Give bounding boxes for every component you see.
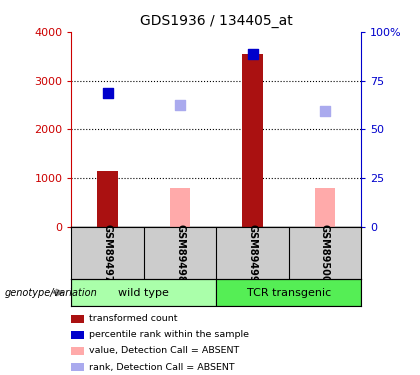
Text: GSM89499: GSM89499 [247,224,257,282]
Text: GSM89497: GSM89497 [102,224,113,282]
Text: value, Detection Call = ABSENT: value, Detection Call = ABSENT [89,346,239,355]
Bar [170,188,190,227]
Point [104,90,111,96]
Title: GDS1936 / 134405_at: GDS1936 / 134405_at [140,14,293,28]
Bar [242,54,262,227]
Text: genotype/variation: genotype/variation [4,288,97,297]
Point [322,108,328,114]
Text: GSM89500: GSM89500 [320,224,330,282]
Bar [216,279,361,306]
Text: GSM89498: GSM89498 [175,224,185,282]
Bar [97,171,118,227]
Text: TCR transgenic: TCR transgenic [247,288,331,297]
Bar [71,279,216,306]
Point [249,51,256,57]
Text: wild type: wild type [118,288,169,297]
Bar [315,188,335,227]
Point [177,102,184,108]
Text: rank, Detection Call = ABSENT: rank, Detection Call = ABSENT [89,363,235,372]
Text: percentile rank within the sample: percentile rank within the sample [89,330,249,339]
Text: transformed count: transformed count [89,314,178,323]
